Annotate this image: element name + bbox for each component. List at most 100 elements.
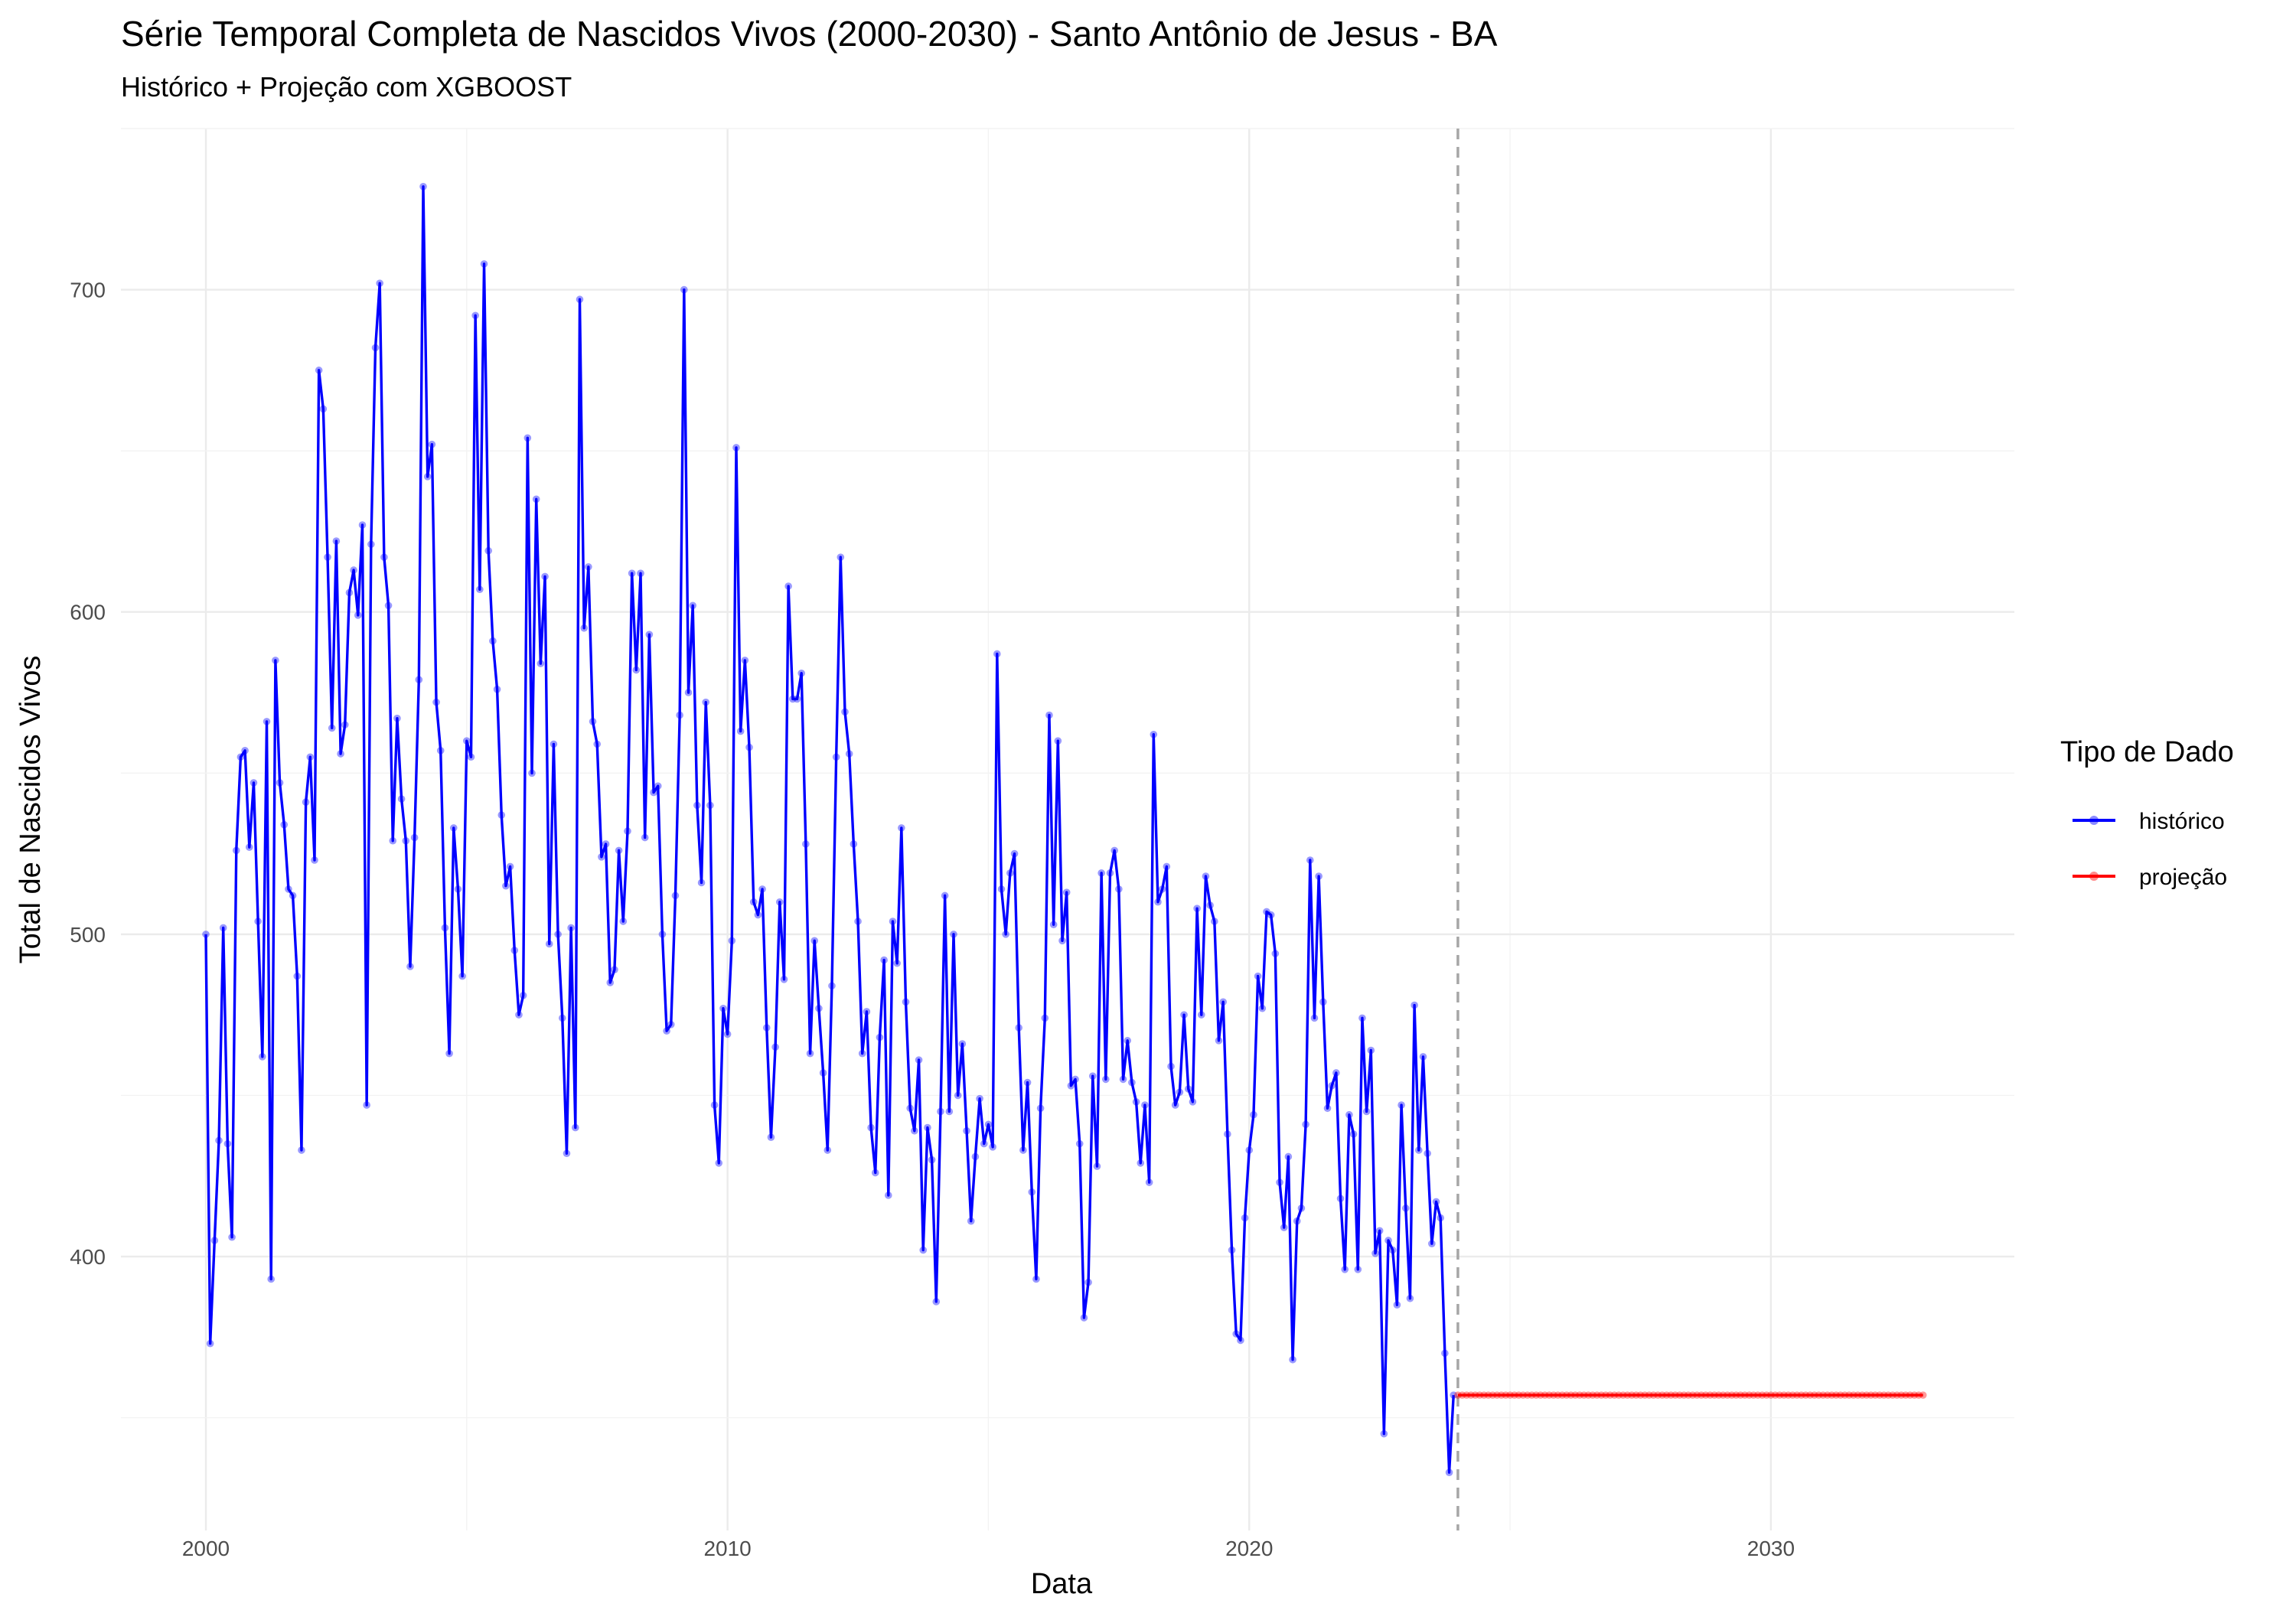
data-point-projecao — [1632, 1391, 1640, 1399]
data-point-historico — [241, 747, 249, 755]
data-point-historico — [1245, 1146, 1254, 1154]
data-point-historico — [906, 1104, 914, 1113]
data-point-historico — [697, 878, 706, 887]
data-point-projecao — [1711, 1391, 1718, 1399]
data-point-historico — [1332, 1069, 1340, 1077]
data-point-historico — [502, 882, 510, 890]
data-point-historico — [1163, 862, 1171, 871]
data-point-projecao — [1628, 1391, 1636, 1399]
data-point-historico — [1158, 885, 1166, 893]
data-point-projecao — [1897, 1391, 1906, 1399]
data-point-historico — [1428, 1240, 1436, 1247]
data-point-projecao — [1497, 1391, 1505, 1399]
legend-key-historico-point — [2089, 816, 2099, 825]
data-point-historico — [941, 892, 949, 900]
data-point-historico — [1263, 908, 1270, 916]
data-point-projecao — [1688, 1391, 1697, 1399]
data-point-historico — [267, 1275, 276, 1283]
data-point-historico — [819, 1069, 827, 1077]
data-point-projecao — [1619, 1391, 1627, 1399]
data-point-historico — [719, 1004, 727, 1012]
data-point-historico — [793, 695, 801, 703]
data-point-projecao — [1871, 1391, 1880, 1399]
data-point-historico — [419, 183, 427, 191]
data-point-historico — [341, 721, 349, 729]
data-point-historico — [1102, 1075, 1110, 1084]
data-point-projecao — [1454, 1391, 1462, 1399]
data-point-historico — [1115, 885, 1123, 893]
data-point-historico — [837, 553, 845, 561]
data-point-projecao — [1915, 1391, 1923, 1399]
data-point-historico — [1084, 1278, 1092, 1286]
data-point-projecao — [1863, 1391, 1870, 1399]
data-point-projecao — [1867, 1391, 1875, 1399]
data-point-projecao — [1571, 1391, 1580, 1399]
data-point-projecao — [1780, 1391, 1788, 1399]
legend: Tipo de Dado histórico projeção — [2060, 736, 2234, 890]
data-point-projecao — [1606, 1391, 1614, 1399]
data-point-projecao — [1515, 1391, 1523, 1399]
data-point-historico — [1176, 1088, 1184, 1097]
data-point-historico — [710, 1101, 719, 1109]
data-point-historico — [350, 566, 357, 574]
data-point-historico — [324, 553, 331, 561]
data-point-projecao — [1510, 1391, 1518, 1399]
data-point-projecao — [1662, 1391, 1671, 1399]
data-point-historico — [367, 540, 375, 549]
data-point-historico — [467, 753, 475, 761]
data-point-historico — [493, 686, 501, 693]
data-point-projecao — [1463, 1391, 1471, 1399]
data-point-historico — [206, 1339, 214, 1348]
data-point-projecao — [1589, 1391, 1596, 1399]
x-tick-label: 2020 — [1225, 1537, 1273, 1560]
data-point-historico — [1028, 1188, 1036, 1196]
data-point-historico — [306, 753, 315, 761]
data-point-projecao — [1636, 1391, 1645, 1399]
data-point-projecao — [1554, 1391, 1562, 1399]
data-point-historico — [1241, 1214, 1249, 1222]
data-point-historico — [1023, 1078, 1032, 1087]
data-point-historico — [1054, 737, 1062, 745]
data-point-historico — [471, 311, 479, 320]
data-point-historico — [1137, 1159, 1145, 1167]
data-point-historico — [476, 585, 484, 594]
data-point-historico — [1215, 1037, 1223, 1045]
data-point-historico — [789, 695, 797, 703]
data-point-historico — [1375, 1227, 1384, 1235]
data-point-historico — [528, 769, 536, 777]
data-point-historico — [950, 931, 957, 938]
data-point-historico — [706, 801, 714, 810]
data-point-projecao — [1745, 1391, 1753, 1399]
data-point-projecao — [1684, 1391, 1692, 1399]
data-point-projecao — [1767, 1391, 1775, 1399]
data-point-historico — [1280, 1224, 1288, 1231]
data-point-historico — [1202, 872, 1210, 880]
data-point-historico — [1388, 1246, 1397, 1254]
data-point-projecao — [1771, 1391, 1779, 1399]
data-point-projecao — [1476, 1391, 1484, 1399]
series-historico — [202, 183, 1458, 1476]
data-point-historico — [1319, 998, 1327, 1006]
data-point-historico — [1045, 711, 1053, 719]
data-point-historico — [1441, 1349, 1449, 1358]
data-point-historico — [1276, 1178, 1283, 1186]
data-point-projecao — [1732, 1391, 1740, 1399]
data-point-historico — [663, 1027, 670, 1035]
data-point-projecao — [1671, 1391, 1679, 1399]
data-point-projecao — [1528, 1391, 1536, 1399]
data-point-historico — [1080, 1314, 1088, 1322]
data-point-historico — [1380, 1429, 1388, 1438]
data-point-projecao — [1658, 1391, 1666, 1399]
data-point-historico — [454, 885, 462, 893]
data-point-historico — [311, 856, 318, 864]
data-point-projecao — [1845, 1391, 1853, 1399]
data-point-historico — [1224, 1130, 1231, 1138]
data-point-historico — [867, 1123, 875, 1132]
data-point-historico — [1267, 911, 1275, 919]
data-point-projecao — [1680, 1391, 1688, 1399]
x-tick-label: 2000 — [182, 1537, 230, 1560]
data-point-historico — [1019, 1146, 1027, 1154]
data-point-historico — [1189, 1098, 1197, 1106]
data-point-historico — [689, 601, 696, 610]
data-point-historico — [489, 637, 497, 645]
